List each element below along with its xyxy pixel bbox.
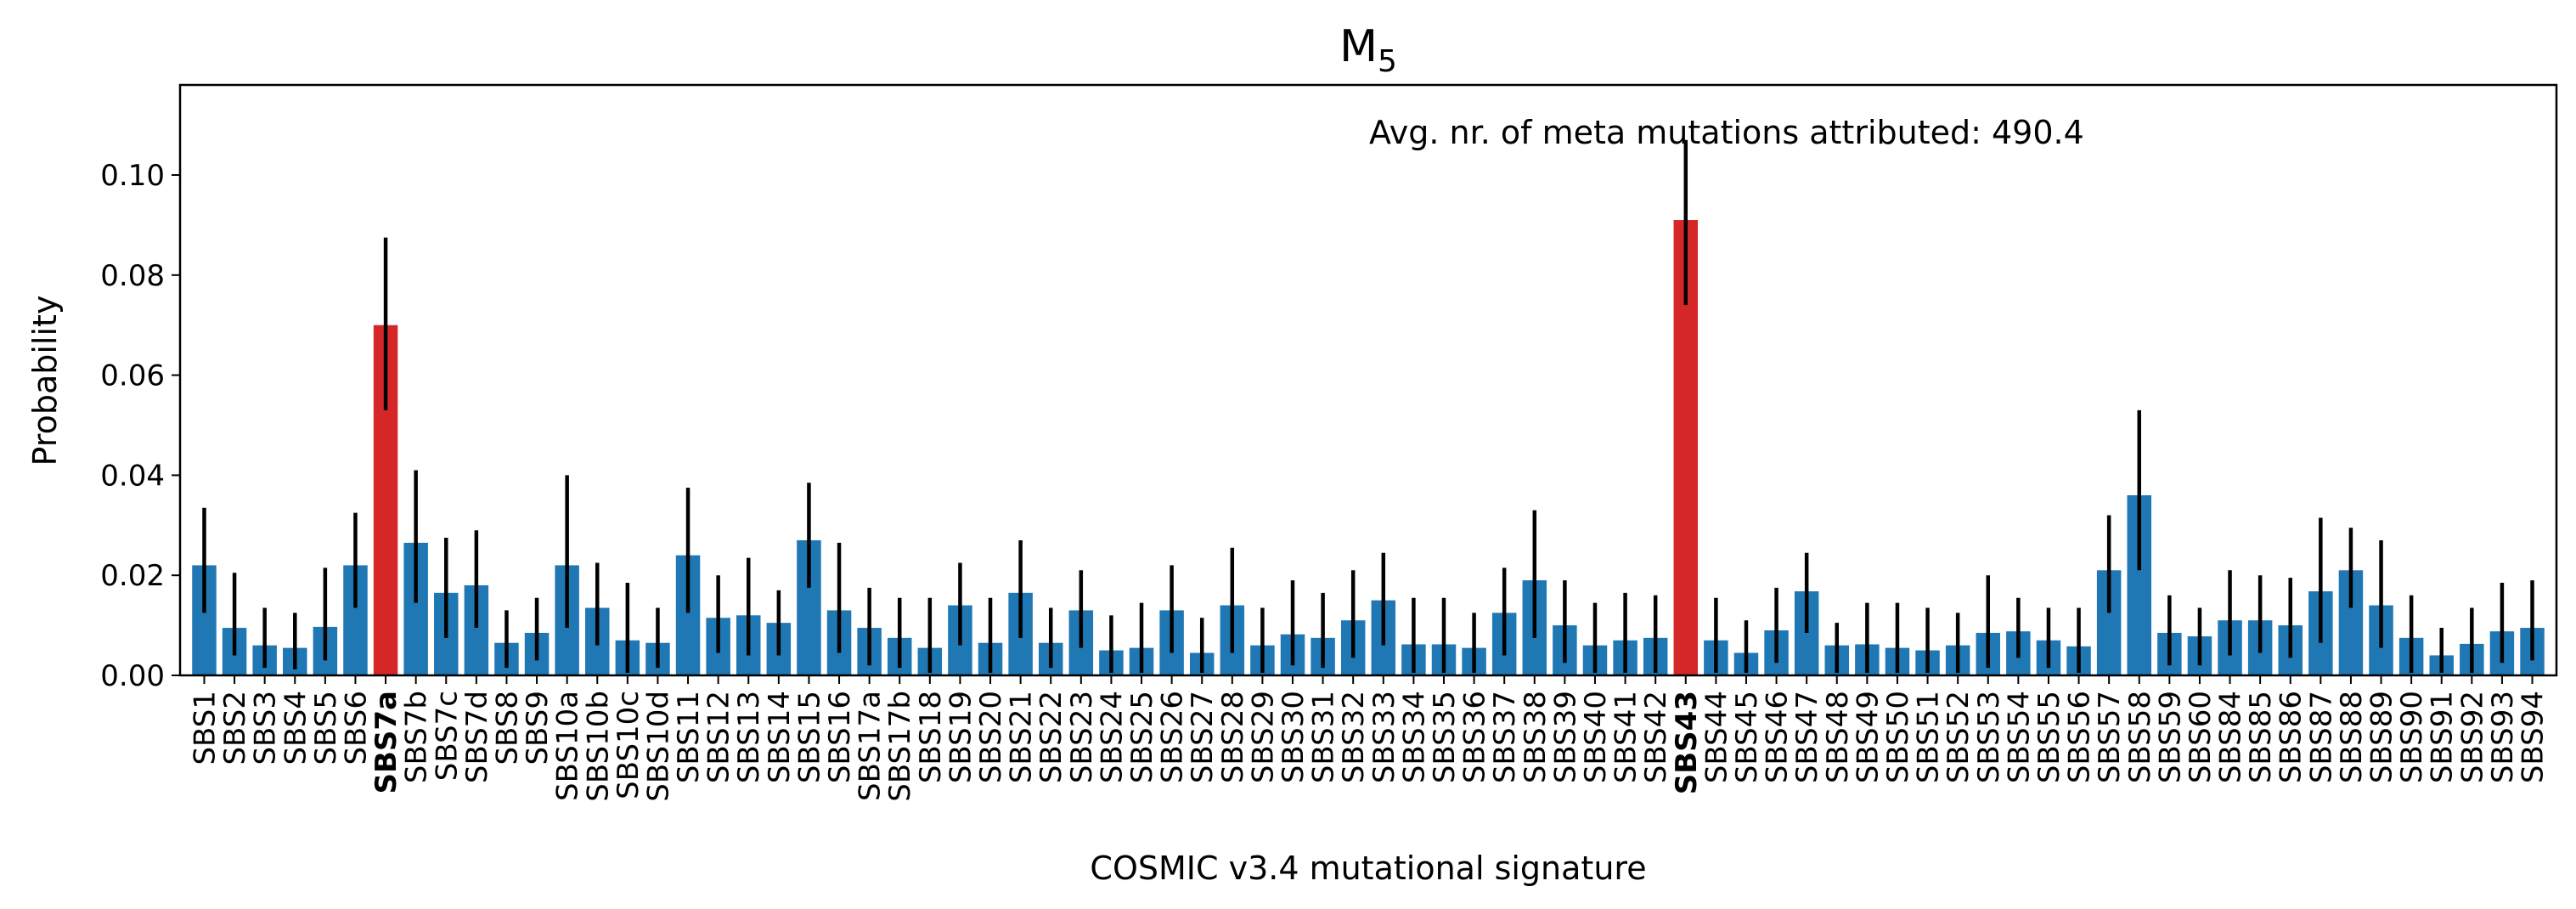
x-tick-label-SBS27: SBS27 (1186, 691, 1220, 783)
x-tick-label-SBS20: SBS20 (974, 691, 1008, 783)
x-tick-label-SBS37: SBS37 (1488, 691, 1522, 783)
y-axis: 0.00 0.02 0.04 0.06 0.08 0.10 (100, 159, 180, 693)
x-tick-label-SBS10c: SBS10c (612, 691, 645, 799)
x-tick-label-SBS10d: SBS10d (641, 691, 675, 802)
x-tick-label-SBS4: SBS4 (279, 691, 313, 765)
x-tick-label-SBS13: SBS13 (732, 691, 766, 783)
x-tick-label-SBS17a: SBS17a (854, 691, 888, 801)
x-tick-label-SBS39: SBS39 (1548, 691, 1582, 783)
y-tick-label: 0.04 (100, 459, 165, 493)
x-tick-label-SBS36: SBS36 (1458, 691, 1492, 783)
x-tick-label-SBS29: SBS29 (1246, 691, 1280, 783)
x-tick-label-SBS87: SBS87 (2304, 691, 2338, 783)
x-tick-label-SBS58: SBS58 (2123, 691, 2157, 783)
x-tick-label-SBS32: SBS32 (1337, 691, 1371, 783)
chart-title-subscript: 5 (1378, 44, 1397, 79)
chart-title: M5 (1339, 21, 1397, 79)
x-tick-label-SBS44: SBS44 (1699, 691, 1733, 783)
x-tick-label-SBS48: SBS48 (1821, 691, 1855, 783)
x-tick-label-SBS17b: SBS17b (883, 691, 917, 802)
x-tick-label-SBS89: SBS89 (2365, 691, 2399, 783)
x-tick-label-SBS54: SBS54 (2002, 691, 2036, 783)
x-tick-label-SBS41: SBS41 (1609, 691, 1643, 783)
x-tick-label-SBS38: SBS38 (1519, 691, 1553, 783)
x-tick-label-SBS1: SBS1 (188, 691, 222, 765)
x-tick-label-SBS7b: SBS7b (400, 691, 434, 783)
x-tick-label-SBS43: SBS43 (1670, 691, 1704, 794)
x-tick-label-SBS57: SBS57 (2093, 691, 2127, 783)
x-axis-label: COSMIC v3.4 mutational signature (1090, 850, 1646, 887)
x-tick-label-SBS7c: SBS7c (430, 691, 464, 781)
x-tick-label-SBS55: SBS55 (2032, 691, 2066, 783)
x-tick-label-SBS6: SBS6 (339, 691, 373, 765)
y-tick-label: 0.02 (100, 559, 165, 593)
x-tick-label-SBS11: SBS11 (672, 691, 706, 783)
x-tick-label-SBS42: SBS42 (1639, 691, 1673, 783)
x-tick-label-SBS50: SBS50 (1881, 691, 1915, 783)
x-tick-label-SBS53: SBS53 (1972, 691, 2006, 783)
x-tick-label-SBS85: SBS85 (2244, 691, 2278, 783)
x-tick-label-SBS31: SBS31 (1307, 691, 1341, 783)
x-tick-label-SBS60: SBS60 (2184, 691, 2218, 783)
x-tick-label-SBS12: SBS12 (702, 691, 736, 783)
x-tick-label-SBS18: SBS18 (914, 691, 948, 783)
x-tick-label-SBS16: SBS16 (823, 691, 857, 783)
x-tick-label-SBS52: SBS52 (1942, 691, 1976, 783)
x-tick-label-SBS49: SBS49 (1851, 691, 1885, 783)
error-bars-layer (202, 139, 2534, 674)
x-tick-label-SBS14: SBS14 (763, 691, 797, 783)
x-tick-label-SBS90: SBS90 (2395, 691, 2429, 783)
x-tick-label-SBS9: SBS9 (521, 691, 555, 765)
x-tick-label-SBS26: SBS26 (1156, 691, 1190, 783)
y-tick-label: 0.08 (100, 259, 165, 293)
x-tick-label-SBS34: SBS34 (1397, 691, 1431, 783)
bars-layer (192, 220, 2545, 675)
x-tick-label-SBS35: SBS35 (1428, 691, 1462, 783)
x-tick-label-SBS25: SBS25 (1125, 691, 1159, 783)
x-tick-label-SBS22: SBS22 (1034, 691, 1068, 783)
x-tick-label-SBS23: SBS23 (1065, 691, 1099, 783)
x-axis: SBS1SBS2SBS3SBS4SBS5SBS6SBS7aSBS7bSBS7cS… (188, 675, 2551, 802)
x-tick-label-SBS10b: SBS10b (581, 691, 615, 802)
plot-frame (178, 83, 2558, 677)
x-tick-label-SBS8: SBS8 (490, 691, 524, 765)
x-tick-label-SBS3: SBS3 (249, 691, 283, 765)
x-tick-label-SBS59: SBS59 (2153, 691, 2187, 783)
chart-annotation: Avg. nr. of meta mutations attributed: 4… (1369, 114, 2084, 151)
x-tick-label-SBS45: SBS45 (1730, 691, 1764, 783)
x-tick-label-SBS2: SBS2 (218, 691, 252, 765)
y-tick-label: 0.00 (100, 659, 165, 693)
x-tick-label-SBS92: SBS92 (2455, 691, 2489, 783)
x-tick-label-SBS30: SBS30 (1277, 691, 1311, 783)
x-tick-label-SBS5: SBS5 (309, 691, 343, 765)
x-tick-label-SBS21: SBS21 (1005, 691, 1039, 783)
y-tick-label: 0.06 (100, 359, 165, 393)
y-tick-label: 0.10 (100, 159, 165, 193)
x-tick-label-SBS93: SBS93 (2486, 691, 2520, 783)
x-tick-label-SBS47: SBS47 (1790, 691, 1824, 783)
x-tick-label-SBS10a: SBS10a (551, 691, 585, 801)
x-tick-label-SBS51: SBS51 (1912, 691, 1946, 783)
y-axis-label: Probability (26, 296, 64, 466)
x-tick-label-SBS40: SBS40 (1579, 691, 1613, 783)
x-tick-label-SBS15: SBS15 (792, 691, 826, 783)
x-tick-label-SBS28: SBS28 (1216, 691, 1250, 783)
chart-title-main: M (1339, 21, 1378, 72)
x-tick-label-SBS56: SBS56 (2063, 691, 2097, 783)
x-tick-label-SBS94: SBS94 (2517, 691, 2551, 783)
x-tick-label-SBS24: SBS24 (1095, 691, 1129, 783)
x-tick-label-SBS7d: SBS7d (460, 691, 494, 783)
x-tick-label-SBS88: SBS88 (2335, 691, 2369, 783)
x-tick-label-SBS19: SBS19 (944, 691, 978, 783)
x-tick-label-SBS84: SBS84 (2214, 691, 2248, 783)
x-tick-label-SBS33: SBS33 (1367, 691, 1401, 783)
x-tick-label-SBS86: SBS86 (2274, 691, 2308, 783)
x-tick-label-SBS46: SBS46 (1761, 691, 1795, 783)
x-tick-label-SBS7a: SBS7a (369, 691, 403, 794)
x-tick-label-SBS91: SBS91 (2426, 691, 2460, 783)
